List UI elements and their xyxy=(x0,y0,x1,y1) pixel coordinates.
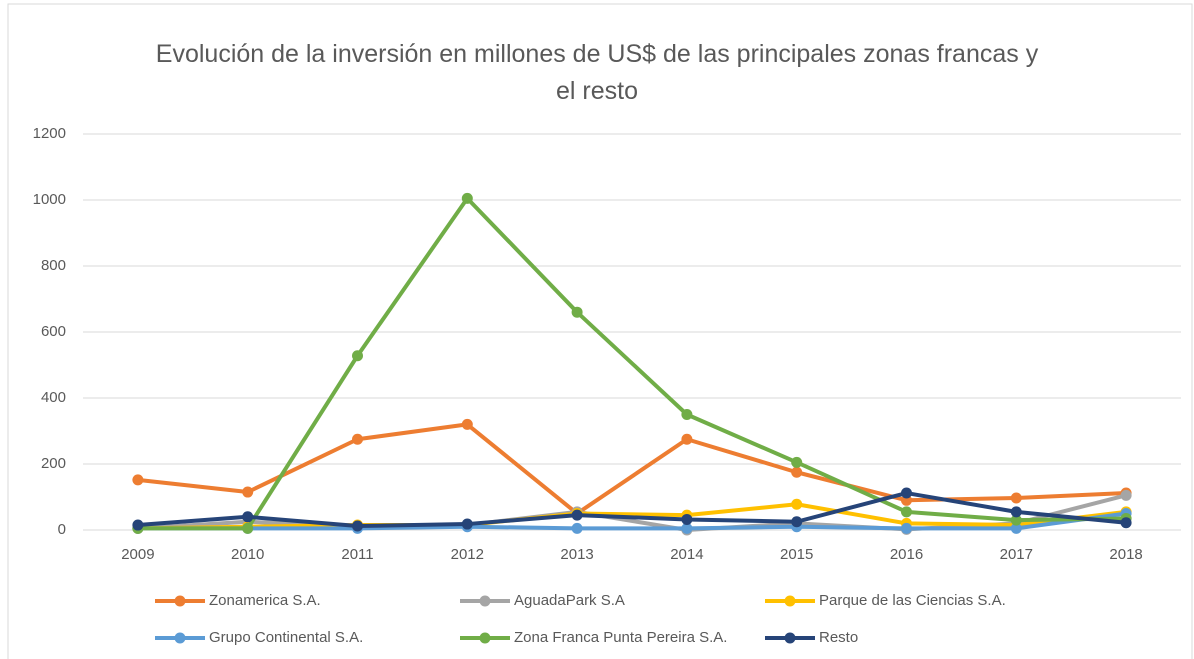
data-point xyxy=(681,409,693,420)
y-tick-label: 0 xyxy=(58,521,66,538)
data-point xyxy=(132,474,144,486)
data-point xyxy=(1010,506,1022,518)
legend-label: Zonamerica S.A. xyxy=(209,592,321,609)
data-point xyxy=(352,350,363,362)
series-line xyxy=(137,422,1127,516)
legend-marker xyxy=(479,632,491,644)
legend-marker xyxy=(784,632,796,644)
chart-title: Evolución de la inversión en millones de… xyxy=(155,40,1039,105)
data-point xyxy=(901,506,912,518)
data-point xyxy=(1120,489,1132,501)
x-tick-label: 2013 xyxy=(560,546,593,563)
data-point xyxy=(461,192,473,204)
legend-label: Resto xyxy=(819,629,858,646)
data-point xyxy=(1010,492,1022,504)
data-point xyxy=(571,509,583,521)
data-point xyxy=(1010,522,1022,534)
data-point xyxy=(352,433,363,445)
x-tick-label: 2014 xyxy=(670,546,703,563)
y-tick-label: 1000 xyxy=(33,191,66,208)
data-point xyxy=(681,513,693,525)
x-tick-label: 2017 xyxy=(1000,546,1033,563)
y-tick-label: 600 xyxy=(41,323,66,340)
data-point xyxy=(132,519,144,531)
legend-label: Grupo Continental S.A. xyxy=(209,629,363,646)
data-point xyxy=(242,522,254,534)
data-point xyxy=(791,516,803,528)
x-tick-label: 2009 xyxy=(121,546,154,563)
data-point xyxy=(791,498,803,510)
series-line xyxy=(137,511,1127,531)
data-point xyxy=(1120,517,1132,529)
data-point xyxy=(242,486,254,498)
legend-label: Parque de las Ciencias S.A. xyxy=(819,592,1006,609)
series-line xyxy=(137,502,1127,531)
data-point xyxy=(461,518,473,530)
series-line xyxy=(137,196,1127,531)
data-point xyxy=(901,487,912,499)
x-tick-label: 2010 xyxy=(231,546,264,563)
data-point xyxy=(681,433,693,445)
data-point xyxy=(681,522,693,534)
data-point xyxy=(352,520,363,532)
legend-marker xyxy=(174,632,186,644)
data-point xyxy=(791,456,803,468)
x-tick-label: 2012 xyxy=(451,546,484,563)
data-point xyxy=(791,466,803,478)
series-line xyxy=(137,491,1127,529)
legend-marker xyxy=(479,595,491,607)
x-tick-label: 2016 xyxy=(890,546,923,563)
legend-label: AguadaPark S.A xyxy=(514,592,625,609)
x-tick-label: 2011 xyxy=(341,546,373,563)
legend-label: Zona Franca Punta Pereira S.A. xyxy=(514,629,727,646)
data-point xyxy=(242,511,254,523)
data-point xyxy=(571,522,583,534)
data-point xyxy=(901,522,912,534)
legend-marker xyxy=(784,595,796,607)
y-tick-label: 800 xyxy=(41,257,66,274)
x-tick-label: 2018 xyxy=(1109,546,1142,563)
data-point xyxy=(1010,514,1022,526)
chart-border xyxy=(7,3,1193,659)
y-tick-label: 200 xyxy=(41,455,66,472)
y-tick-label: 400 xyxy=(41,389,66,406)
x-tick-label: 2015 xyxy=(780,546,813,563)
data-point xyxy=(571,306,583,318)
legend-marker xyxy=(174,595,186,607)
y-tick-label: 1200 xyxy=(33,125,66,142)
data-point xyxy=(461,418,473,430)
